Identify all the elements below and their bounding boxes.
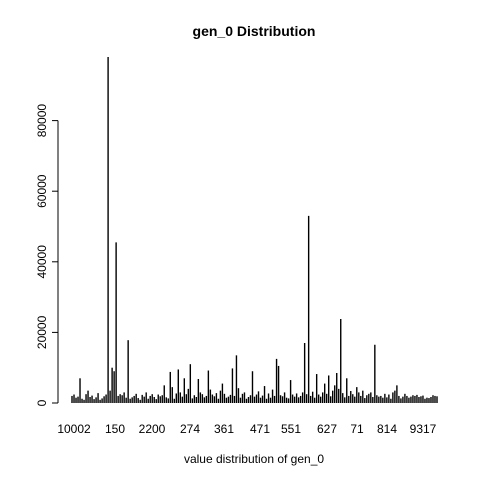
x-tick-label: 471 (250, 422, 270, 436)
x-tick-label: 2200 (139, 422, 166, 436)
x-tick-label: 274 (180, 422, 200, 436)
y-tick-label: 20000 (35, 315, 49, 349)
x-axis-label: value distribution of gen_0 (184, 452, 324, 466)
x-tick-label: 551 (281, 422, 301, 436)
y-tick-label: 80000 (35, 104, 49, 138)
y-tick-label: 0 (35, 399, 49, 406)
bars (71, 57, 438, 403)
x-tick-label: 9317 (410, 422, 437, 436)
x-tick-label: 814 (377, 422, 397, 436)
chart-title: gen_0 Distribution (193, 23, 316, 39)
x-tick-label: 71 (350, 422, 364, 436)
y-tick-label: 60000 (35, 174, 49, 208)
x-tick-label: 150 (105, 422, 125, 436)
x-axis: 10002 150 2200 274 361 471 551 627 71 814 9317 (57, 422, 436, 436)
x-tick-label: 10002 (57, 422, 91, 436)
x-tick-label: 361 (214, 422, 234, 436)
y-tick-label: 40000 (35, 245, 49, 279)
x-tick-label: 627 (317, 422, 337, 436)
y-axis: 0 20000 40000 60000 80000 (35, 104, 59, 406)
